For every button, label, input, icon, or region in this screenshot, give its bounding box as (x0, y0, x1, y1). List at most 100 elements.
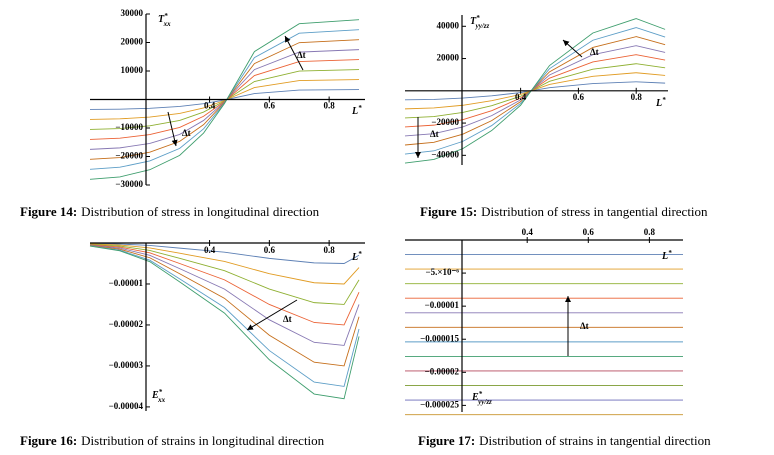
x-tick-label: 0.6 (264, 101, 276, 111)
arrow (167, 111, 178, 147)
data-line (404, 63, 666, 119)
caption-label: Figure 16: (20, 433, 77, 448)
data-line (89, 244, 360, 346)
data-line (89, 19, 360, 180)
caption-label: Figure 17: (418, 433, 475, 448)
figure-caption: Figure 14: Distribution of stress in long… (20, 204, 320, 219)
caption-text: Distribution of stress in longitudinal d… (81, 204, 319, 219)
y-tick-label: 10000 (121, 65, 144, 75)
arrow (562, 39, 583, 58)
data-line (404, 54, 666, 128)
annotation: Δt (430, 129, 439, 139)
y-tick-label: −0.00001 (425, 300, 460, 310)
y-tick-label: −20000 (431, 117, 459, 127)
y-axis-label-sub: xx (163, 20, 172, 28)
data-line (89, 59, 360, 140)
x-tick-label: 0.4 (522, 227, 534, 237)
figure-caption: Figure 17: Distribution of strains in tan… (418, 433, 711, 448)
y-tick-label: 20000 (437, 53, 460, 63)
x-axis-label-sup: * (358, 250, 362, 258)
y-axis-label-sub: yy/zz (477, 398, 492, 406)
y-tick-label: −0.000025 (420, 399, 459, 409)
x-tick-label: 0.6 (573, 92, 585, 102)
y-axis-label-sup: * (164, 12, 168, 20)
x-axis-label-sup: * (662, 96, 666, 104)
x-axis-label-base: L (351, 106, 358, 117)
data-line (89, 89, 360, 110)
y-tick-label: 30000 (121, 8, 144, 18)
arrow (246, 299, 298, 331)
data-line (404, 27, 666, 155)
x-tick-label: 0.8 (324, 101, 336, 111)
y-axis-label-base: E (151, 390, 159, 401)
y-axis-label-sup: * (159, 388, 163, 396)
data-line (404, 18, 666, 164)
x-axis-label: L* (655, 96, 666, 110)
data-line (89, 243, 360, 305)
data-line (89, 29, 360, 170)
annotation: Δt (182, 128, 191, 138)
x-tick-label: 0.8 (324, 245, 336, 255)
y-tick-label: −0.00004 (109, 401, 144, 411)
y-axis-label: E* yy/zz (471, 390, 492, 406)
y-axis-label-sub: xx (157, 396, 166, 404)
y-axis-label-sup: * (476, 14, 480, 22)
y-axis-label: T* yy/zz (470, 14, 489, 30)
data-line (89, 39, 360, 160)
x-axis-label-base: L (351, 252, 358, 263)
y-axis-label-base: T (470, 16, 477, 27)
caption-text: Distribution of strains in tangential di… (479, 433, 711, 448)
data-line (89, 79, 360, 120)
data-line (89, 69, 360, 130)
data-line (89, 242, 360, 264)
caption-label: Figure 14: (20, 204, 77, 219)
data-line (404, 72, 666, 110)
y-axis-label-base: E (471, 392, 479, 403)
y-tick-label: −0.00001 (109, 278, 144, 288)
caption-text: Distribution of stress in tangential dir… (481, 204, 708, 219)
y-tick-label: −10000 (115, 122, 143, 132)
data-line (404, 45, 666, 137)
annotation: Δt (590, 47, 599, 57)
figure-caption: Figure 16: Distribution of strains in lon… (20, 433, 325, 448)
y-axis-label: T* xx (158, 12, 171, 28)
y-tick-label: 20000 (121, 37, 144, 47)
x-axis-label: L* (351, 104, 362, 118)
x-tick-label: 0.8 (631, 92, 643, 102)
x-tick-label: 0.4 (204, 101, 216, 111)
x-axis-label: L* (351, 250, 362, 264)
x-axis-label-sup: * (358, 104, 362, 112)
arrow (284, 35, 304, 71)
data-line (89, 245, 360, 400)
y-tick-label: −20000 (115, 151, 143, 161)
y-tick-label: −0.00003 (109, 360, 144, 370)
data-line (89, 243, 360, 285)
x-tick-label: 0.6 (264, 245, 276, 255)
x-axis-label-base: L (661, 251, 668, 262)
data-line (89, 245, 360, 387)
annotation: Δt (283, 314, 292, 324)
x-tick-label: 0.8 (644, 227, 656, 237)
y-tick-label: −40000 (431, 149, 459, 159)
y-tick-label: −0.000015 (420, 333, 459, 343)
y-axis-label-sup: * (479, 390, 483, 398)
y-tick-label: 40000 (437, 20, 460, 30)
y-tick-label: −5.×10⁻⁶ (426, 267, 460, 277)
caption-text: Distribution of strains in longitudinal … (81, 433, 325, 448)
caption-label: Figure 15: (420, 204, 477, 219)
y-axis-label: E* xx (151, 388, 166, 404)
y-tick-label: −30000 (115, 179, 143, 189)
x-tick-label: 0.4 (204, 245, 216, 255)
y-tick-label: −0.00002 (109, 319, 144, 329)
x-tick-label: 0.4 (515, 92, 527, 102)
annotation: Δt (580, 321, 589, 331)
annotation: Δt (297, 50, 306, 60)
data-line (404, 36, 666, 146)
data-line (89, 244, 360, 326)
x-axis-label: L* (661, 249, 672, 263)
figure-caption: Figure 15: Distribution of stress in tang… (420, 204, 708, 219)
data-line (89, 49, 360, 150)
y-axis-label-base: T (158, 14, 165, 25)
y-axis-label-sub: yy/zz (475, 22, 490, 30)
